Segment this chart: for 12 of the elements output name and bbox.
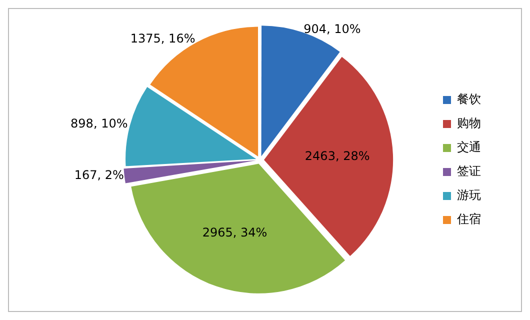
data-label: 1375, 16% <box>130 31 196 46</box>
data-label: 904, 10% <box>304 22 361 36</box>
data-label: 167, 2% <box>74 168 124 182</box>
legend-label: 购物 <box>457 116 481 130</box>
data-label: 898, 10% <box>70 116 128 130</box>
data-label: 2463, 28% <box>304 148 370 163</box>
legend-label: 餐饮 <box>457 92 481 106</box>
legend-label: 住宿 <box>456 212 481 226</box>
data-label: 2965, 34% <box>202 225 268 240</box>
legend-label: 交通 <box>457 140 481 154</box>
legend-label: 游玩 <box>457 188 481 202</box>
legend-label: 签证 <box>457 164 481 178</box>
